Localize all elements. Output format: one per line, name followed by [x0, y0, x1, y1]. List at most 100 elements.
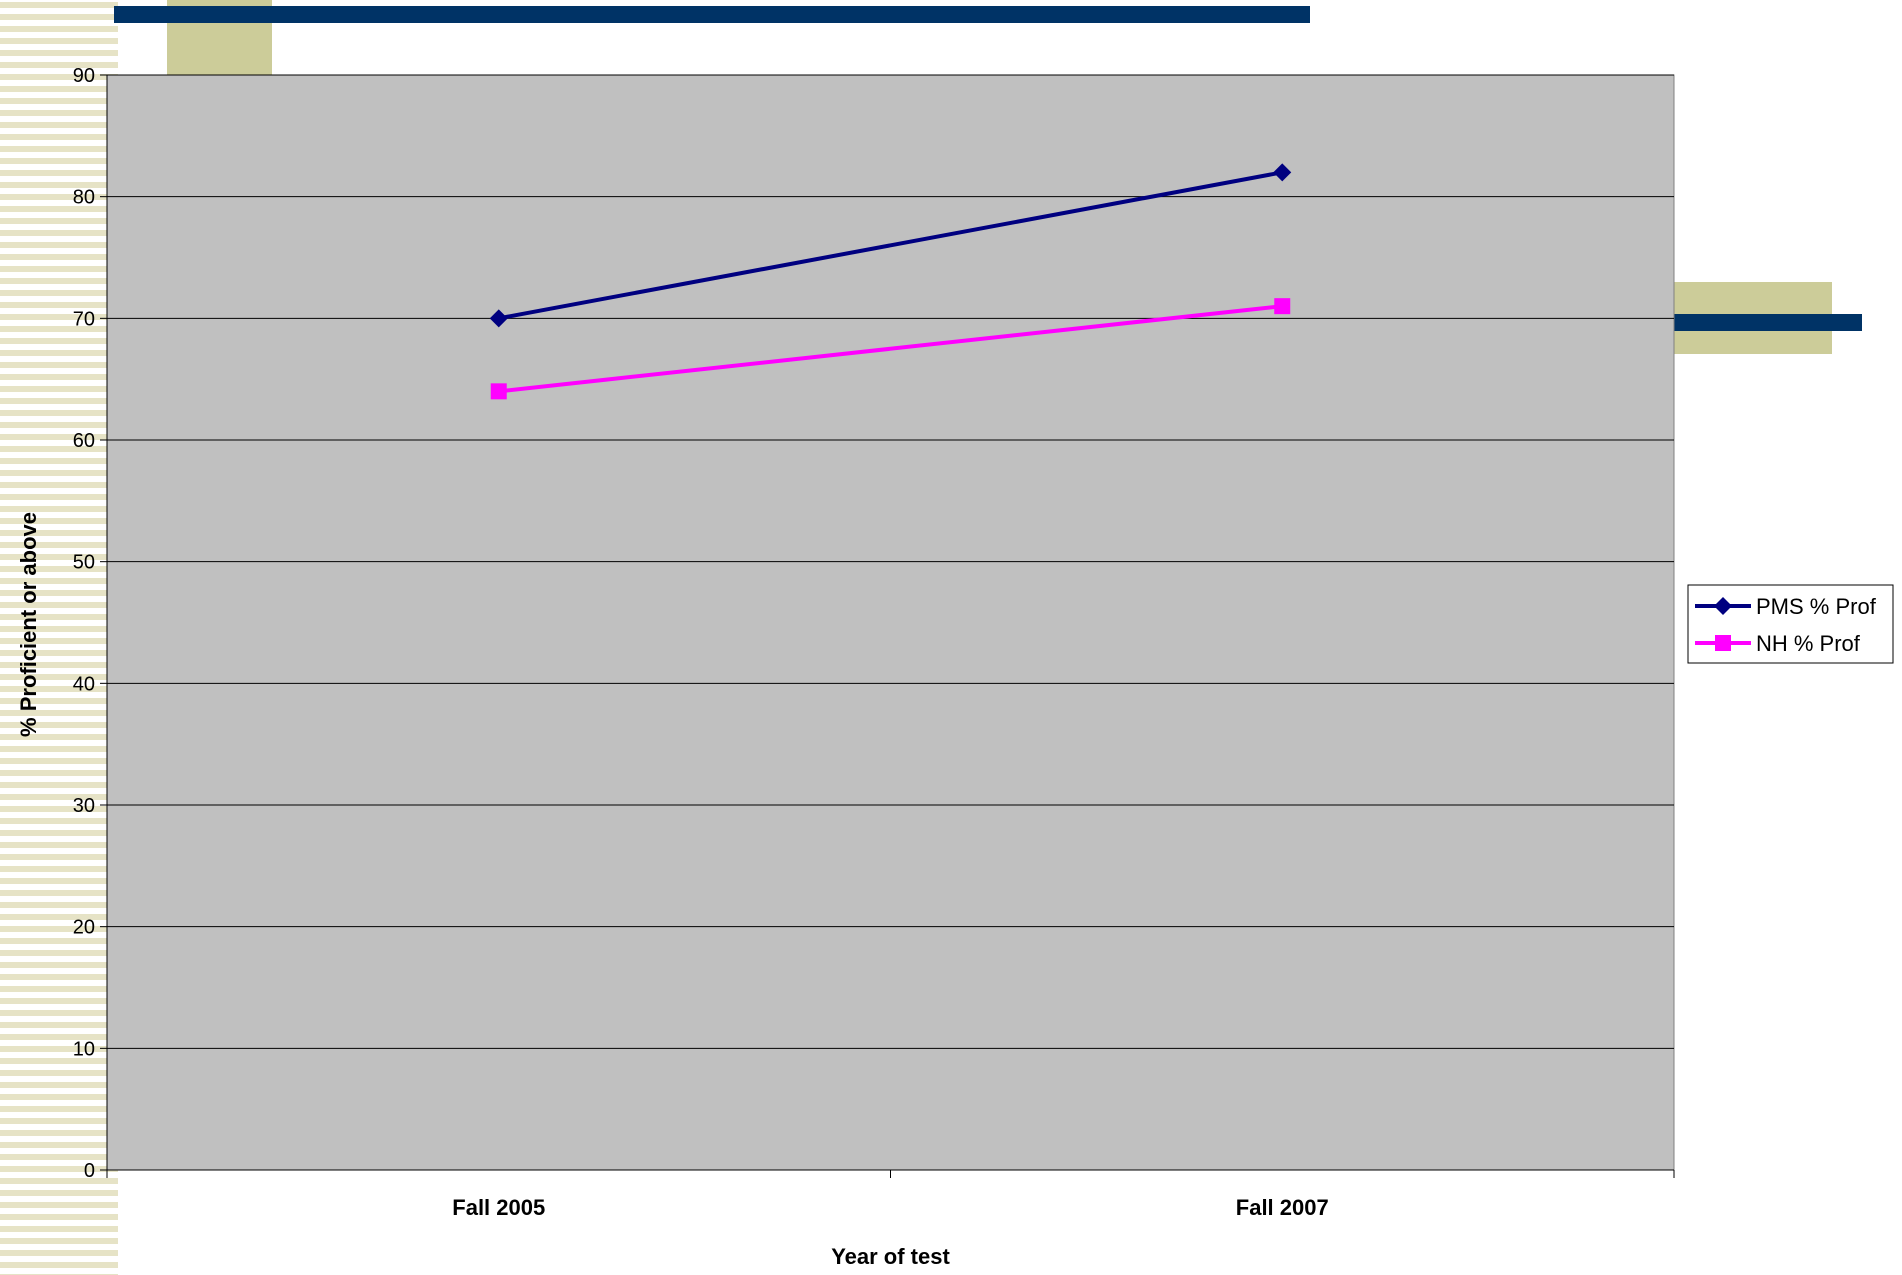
- stripe: [0, 662, 118, 668]
- stripe: [0, 590, 118, 596]
- gridlines: [107, 74, 1674, 1049]
- stripe: [0, 650, 118, 656]
- stripe: [0, 566, 118, 572]
- stripe: [0, 146, 118, 152]
- stripe: [0, 362, 118, 368]
- navy-bar-right: [1672, 314, 1862, 331]
- stripe: [0, 974, 118, 980]
- y-tick-label: 50: [73, 552, 95, 574]
- y-tick-label: 10: [73, 1038, 95, 1060]
- series-nh: [490, 298, 1291, 400]
- stripe: [0, 422, 118, 428]
- y-tick-label: 30: [73, 795, 95, 817]
- stripe: [0, 278, 118, 284]
- stripe: [0, 962, 118, 968]
- y-tick-label: 20: [73, 917, 95, 939]
- stripe: [0, 38, 118, 44]
- stripe: [0, 638, 118, 644]
- stripe: [0, 62, 118, 68]
- stripe: [0, 902, 118, 908]
- striped-margin-decoration: [0, 2, 118, 1275]
- stripe: [0, 998, 118, 1004]
- stripe: [0, 686, 118, 692]
- stripe: [0, 98, 118, 104]
- stripe: [0, 302, 118, 308]
- stripe: [0, 602, 118, 608]
- stripe: [0, 1046, 118, 1052]
- stripe: [0, 134, 118, 140]
- stripe: [0, 290, 118, 296]
- stripe: [0, 398, 118, 404]
- series-line: [498, 304, 1283, 394]
- stripe: [0, 1262, 118, 1268]
- legend: PMS % Prof NH % Prof: [1687, 584, 1894, 664]
- stripe: [0, 1082, 118, 1088]
- stripe: [0, 1214, 118, 1220]
- series-layer: [489, 163, 1292, 400]
- stripe: [0, 1010, 118, 1016]
- stripe: [0, 914, 118, 920]
- stripe: [0, 434, 118, 440]
- stripe: [0, 110, 118, 116]
- x-axis-title: Year of test: [831, 1244, 950, 1269]
- stripe: [0, 554, 118, 560]
- y-axis-title: % Proficient or above: [16, 512, 41, 737]
- y-tick-label: 90: [73, 65, 95, 87]
- stripe: [0, 1070, 118, 1076]
- legend-label: PMS % Prof: [1756, 594, 1877, 619]
- stripe: [0, 830, 118, 836]
- stripe: [0, 50, 118, 56]
- stripe: [0, 14, 118, 20]
- legend-item: PMS % Prof: [1695, 594, 1877, 619]
- stripe: [0, 1058, 118, 1064]
- stripe: [0, 938, 118, 944]
- stripe: [0, 1178, 118, 1184]
- stripe: [0, 182, 118, 188]
- stripe: [0, 482, 118, 488]
- stripe: [0, 410, 118, 416]
- plot-area: [106, 74, 1675, 1171]
- y-tick-label: 0: [84, 1160, 95, 1182]
- y-tick-label: 70: [73, 308, 95, 330]
- stripe: [0, 326, 118, 332]
- stripe: [0, 542, 118, 548]
- stripe: [0, 758, 118, 764]
- stripe: [0, 194, 118, 200]
- stripe: [0, 374, 118, 380]
- stripe: [0, 770, 118, 776]
- stripe: [0, 1238, 118, 1244]
- stripe: [0, 878, 118, 884]
- stripe: [0, 86, 118, 92]
- stripe: [0, 446, 118, 452]
- data-point: [1274, 298, 1291, 315]
- stripe: [0, 26, 118, 32]
- stripe: [0, 578, 118, 584]
- navy-bar-top: [114, 6, 1310, 23]
- y-tick-label: 60: [73, 430, 95, 452]
- stripe: [0, 254, 118, 260]
- stripe: [0, 1202, 118, 1208]
- stripe: [0, 158, 118, 164]
- stripe: [0, 1154, 118, 1160]
- y-axis: 0 10 20 30 40 50 60 70 80 90: [73, 65, 108, 1182]
- stripe: [0, 986, 118, 992]
- x-tick-label: Fall 2007: [1236, 1195, 1329, 1220]
- stripe: [0, 1190, 118, 1196]
- stripe: [0, 206, 118, 212]
- series-line: [498, 170, 1283, 321]
- stripe: [0, 746, 118, 752]
- stripe: [0, 950, 118, 956]
- series-pms: [489, 163, 1292, 328]
- stripe: [0, 854, 118, 860]
- stripe: [0, 386, 118, 392]
- stripe: [0, 1106, 118, 1112]
- x-axis: Fall 2005 Fall 2007: [106, 1169, 1675, 1220]
- y-tick-label: 80: [73, 187, 95, 209]
- stripe: [0, 722, 118, 728]
- stripe: [0, 1250, 118, 1256]
- stripe: [0, 890, 118, 896]
- stripe: [0, 338, 118, 344]
- legend-label: NH % Prof: [1756, 631, 1861, 656]
- stripe: [0, 470, 118, 476]
